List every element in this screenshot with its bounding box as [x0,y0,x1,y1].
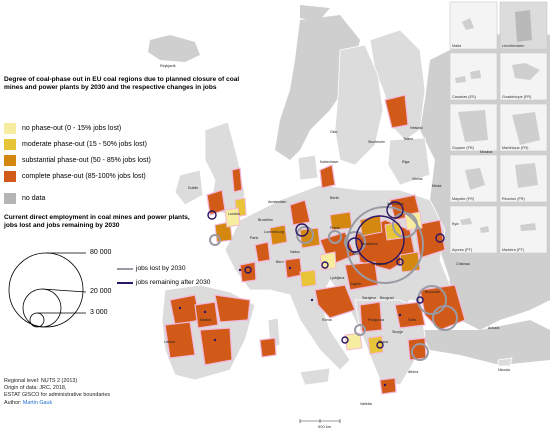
regions-moderate-phaseout [234,197,403,355]
place-label: Reykjavík [160,64,176,68]
place-label: Riga [402,160,410,164]
legend-swatch [4,122,16,134]
place-label: Zagreb [350,282,362,286]
place-label: Athina [408,370,419,374]
legend-jobs-remaining-label: jobs remaining after 2030 [136,279,211,286]
place-label: Berlin [330,196,340,200]
place-label: Oslo [330,130,338,134]
place-label: Tallinn [403,137,414,141]
legend-label: no phase-out (0 - 15% jobs lost) [22,124,122,132]
legend-swatch [4,154,16,166]
place-label: Bruxelles [258,218,273,222]
place-label: Bucuresti [425,290,440,294]
inset-label-guadeloupe: Guadeloupe (FR) [502,95,532,99]
inset-panels [449,1,548,254]
inset-label-acores: Açores (PT) [452,248,473,252]
legend-swatch [4,138,16,150]
place-label: Skopje [392,330,403,334]
legend-complete-phaseout: complete phase-out (85-100% jobs lost) [4,170,146,182]
size-label-20000: 20 000 [90,288,112,295]
legend-size-circles [8,252,87,328]
author-note: Author: Martin Gauk [4,400,110,407]
employment-legend-title: Current direct employment in coal mines … [4,214,190,230]
jobs-remaining-circles [207,201,445,349]
data-origin-note: Origin of data: JRC, 2018, [4,385,67,392]
legend-label: complete phase-out (85-100% jobs lost) [22,172,146,180]
legend-no-data: no data [4,192,45,204]
place-label: Amsterdam [268,200,287,204]
place-label: Wien [352,252,361,256]
place-label: Madrid [200,318,211,322]
place-label: Sofia [408,318,417,322]
place-label: Minsk [432,184,442,188]
place-label: Moskva [480,150,493,154]
place-label: Vilnius [412,177,423,181]
inset-label-liechtenstein: Liechtenstein [502,44,525,48]
legend-moderate-phaseout: moderate phase-out (15 - 50% jobs lost) [4,138,147,150]
legend-no-phaseout: no phase-out (0 - 15% jobs lost) [4,122,121,134]
legend-swatch [4,192,16,204]
inset-shapes [455,10,540,233]
iceland-landmass [148,5,330,62]
legend-label: substantial phase-out (50 - 85% jobs los… [22,156,151,164]
legend-substantial-phaseout: substantial phase-out (50 - 85% jobs los… [4,154,151,166]
site-dots [178,266,402,387]
place-label: Podgorica [368,318,385,322]
inset-label-canarias: Canarias (ES) [452,95,476,99]
place-label: Vaduz [290,250,300,254]
regional-level-note: Regional level: NUTS 2 (2013) [4,378,78,384]
jobs-lost-circles [209,206,458,361]
inset-label-mayotte: Mayotte (FR) [452,197,475,201]
legend-label: no data [22,194,46,202]
inset-label-reunion: Réunion (FR) [502,197,525,201]
place-label: Ankara [488,326,500,330]
place-label: København [320,160,339,164]
place-label: Luxembourg [264,230,284,234]
inset-label-madeira: Madeira (PT) [502,248,525,252]
place-label: Dublin [188,186,199,190]
place-label: Bratislava [362,242,378,246]
place-label: Praha [330,226,340,230]
place-label: Beograd [380,296,394,300]
legend-jobs-remaining: jobs remaining after 2030 [136,279,210,286]
place-label: Bern [276,260,284,264]
place-label: Stockholm [368,140,385,144]
author-name[interactable]: Martin Gauk [22,399,53,406]
legend-label: moderate phase-out (15 - 50% jobs lost) [22,140,147,148]
place-label: Lisboa [164,340,175,344]
legend-swatch [4,170,16,182]
inset-label-malta: Malta [452,44,462,48]
legend-jobs-lost: jobs lost by 2030 [136,265,186,272]
place-label: Tirana [378,340,389,344]
scale-bar [299,419,341,423]
place-label: Chisinau [456,262,470,266]
inset-label-martinique: Martinique (FR) [502,146,529,150]
place-label: Ljubljana [330,276,345,280]
place-label: Nicosia [498,368,510,372]
place-label: Sarajevo [362,296,377,300]
place-label: Paris [250,236,259,240]
map-metadata: Regional level: NUTS 2 (2013) Origin of … [4,378,110,407]
place-label: London [228,212,240,216]
author-prefix: Author: [4,399,23,406]
inset-label-guyane: Guyane (FR) [452,146,474,150]
place-label: Budapest [372,262,388,266]
size-label-80000: 80 000 [90,249,112,256]
place-label: Warszawa [387,202,404,206]
place-label: Helsinki [410,126,423,130]
legend-title: Degree of coal-phase out in EU coal regi… [4,76,240,92]
place-label: Kyiv [452,222,459,226]
size-label-3000: 3 000 [90,309,108,316]
place-label: Valletta [360,402,372,406]
boundaries-note: ESTAT GISCO for administrative boundarie… [4,392,111,399]
scale-label: 500 km [318,424,332,429]
legend-jobs-lost-label: jobs lost by 2030 [136,265,186,272]
place-label: Roma [322,318,332,322]
legend-line-samples [117,268,133,284]
